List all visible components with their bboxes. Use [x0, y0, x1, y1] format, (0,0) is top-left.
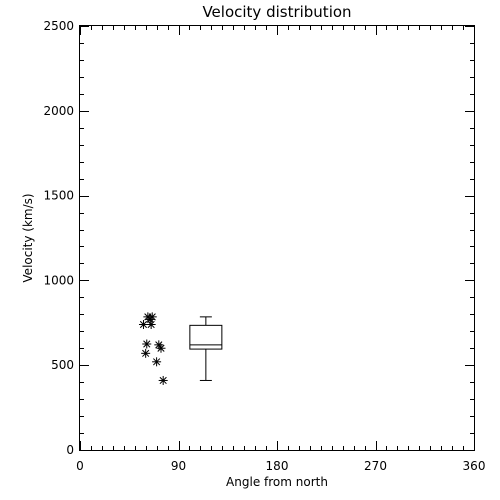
boxplot — [189, 316, 223, 381]
box-iqr — [189, 324, 223, 350]
x-tick-label: 180 — [266, 459, 289, 473]
x-tick-label: 0 — [76, 459, 84, 473]
data-point — [142, 339, 152, 349]
y-tick-label: 1500 — [43, 189, 74, 203]
x-axis-label: Angle from north — [226, 475, 328, 489]
y-tick-label: 2000 — [43, 104, 74, 118]
plot-frame — [79, 25, 475, 451]
scatter-points — [138, 312, 168, 385]
data-point — [152, 357, 162, 367]
axis-ticks — [80, 26, 475, 451]
x-tick-label: 90 — [171, 459, 186, 473]
y-tick-label: 1000 — [43, 273, 74, 287]
data-point — [138, 319, 148, 329]
x-tick-label: 360 — [463, 459, 486, 473]
data-point — [146, 319, 156, 329]
data-point — [156, 343, 166, 353]
chart-title: Velocity distribution — [202, 3, 351, 21]
data-point — [158, 375, 168, 385]
y-axis-label: Velocity (km/s) — [21, 193, 35, 282]
data-point — [141, 348, 151, 358]
x-tick-label: 270 — [364, 459, 387, 473]
tick-labels: 0 90 180 270 360 0 500 1000 1500 2000 2500 — [43, 19, 485, 473]
y-tick-label: 500 — [51, 358, 74, 372]
y-tick-label: 0 — [66, 443, 74, 457]
y-tick-label: 2500 — [43, 19, 74, 33]
